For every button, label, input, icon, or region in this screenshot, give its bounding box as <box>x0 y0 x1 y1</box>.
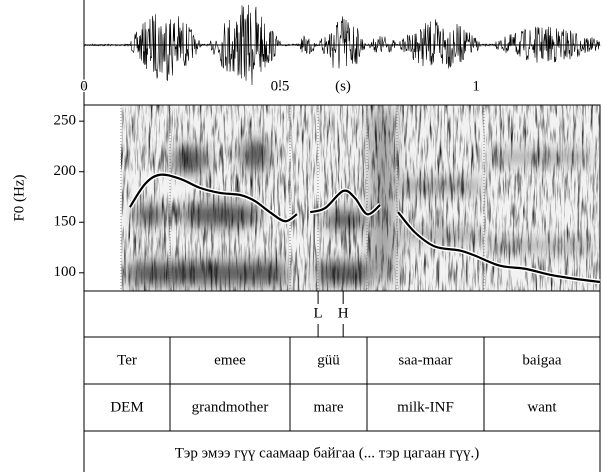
f0-contour <box>397 211 601 283</box>
y-axis-label: F0 (Hz) <box>11 174 27 221</box>
gloss: want <box>527 399 557 415</box>
tone-label: H <box>338 305 349 321</box>
word: güü <box>317 352 340 368</box>
x-axis-label: (s) <box>335 78 351 94</box>
waveform-signal <box>83 4 601 86</box>
y-tick-label: 150 <box>54 214 77 230</box>
spectrogram <box>121 105 600 291</box>
waveform <box>83 4 601 86</box>
tone-label: L <box>313 305 322 321</box>
f0-contour <box>128 173 298 223</box>
x-tick-label: 0 <box>80 78 88 94</box>
gloss: mare <box>314 399 344 415</box>
f0-contour <box>309 189 381 216</box>
x-tick-label: 0.5 <box>271 78 290 94</box>
y-tick-label: 200 <box>54 163 77 179</box>
y-tick-label: 100 <box>54 264 77 280</box>
gloss: DEM <box>110 399 143 415</box>
word: saa-maar <box>398 352 452 368</box>
word: baigaa <box>522 352 561 368</box>
gloss: milk-INF <box>397 399 454 415</box>
x-tick-label: 1 <box>472 78 480 94</box>
word: emee <box>214 352 246 368</box>
spectrogram-noise <box>121 105 600 291</box>
translation: Тэр эмээ гүү саамаар байгаа (... тэр цаг… <box>175 445 479 461</box>
boundaries <box>120 105 485 291</box>
gloss: grandmother <box>192 399 269 415</box>
y-tick-label: 250 <box>54 113 77 129</box>
tier-grid <box>84 291 601 472</box>
word: Ter <box>117 352 137 368</box>
